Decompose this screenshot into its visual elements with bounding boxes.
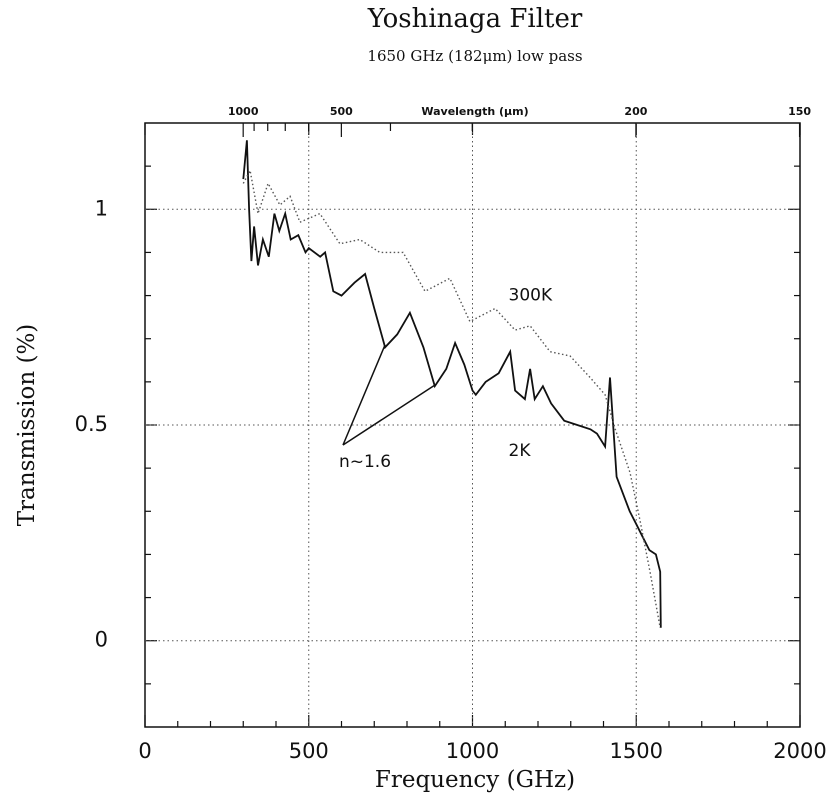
series-label: 300K <box>509 286 553 306</box>
series-label: 2K <box>509 441 532 461</box>
x-tick-label: 500 <box>289 739 329 763</box>
annotation-pointer <box>342 384 436 446</box>
x2-tick-label: 500 <box>330 105 353 118</box>
series-line <box>242 140 662 628</box>
x2-axis-label: Wavelength (μm) <box>421 105 528 118</box>
annotation: n~1.6 <box>339 452 391 472</box>
y-tick-label: 0 <box>95 628 108 652</box>
x-tick-label: 2000 <box>773 739 826 763</box>
chart-title: Yoshinaga Filter <box>367 4 583 34</box>
y-tick-label: 0.5 <box>75 412 108 436</box>
annotation-pointer <box>342 344 386 446</box>
x2-tick-label: 1000 <box>228 105 259 118</box>
x2-tick-label: 200 <box>624 105 647 118</box>
x2-tick-label: 150 <box>788 105 811 118</box>
x-tick-label: 1000 <box>446 739 499 763</box>
y-axis-label: Transmission (%) <box>14 324 40 527</box>
y-tick-label: 1 <box>95 196 108 220</box>
x-tick-label: 1500 <box>610 739 663 763</box>
x-tick-label: 0 <box>138 739 151 763</box>
x-axis-label: Frequency (GHz) <box>375 767 575 793</box>
chart-subtitle: 1650 GHz (182μm) low pass <box>367 47 582 65</box>
series-line <box>242 168 661 628</box>
